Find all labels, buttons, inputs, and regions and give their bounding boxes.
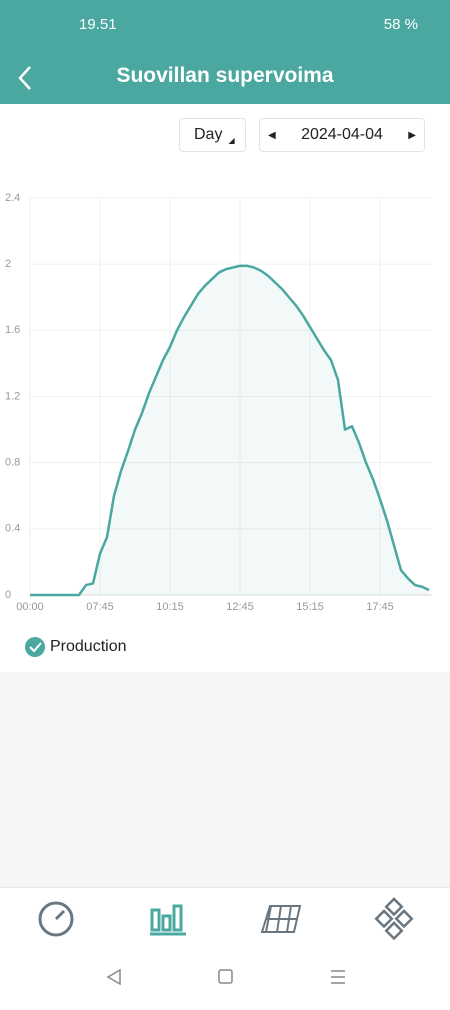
date-picker[interactable]: ◀ 2024-04-04 ▶ [259, 118, 425, 152]
x-tick-label: 10:15 [156, 601, 184, 613]
prev-date[interactable]: ◀ [268, 129, 276, 141]
y-tick-label: 1.6 [5, 324, 20, 336]
nav-stats[interactable] [150, 904, 186, 936]
area [30, 265, 429, 595]
y-tick-label: 0.4 [5, 523, 20, 535]
y-tick-label: 0.8 [5, 457, 20, 469]
x-tick-label: 00:00 [16, 601, 44, 613]
y-tick-label: 2.4 [5, 192, 20, 204]
bottom-nav [0, 887, 450, 1004]
nav-devices[interactable] [374, 897, 414, 941]
empty-area [0, 672, 450, 887]
y-tick-label: 0 [5, 589, 11, 601]
nav-panels[interactable] [260, 905, 302, 933]
y-tick-label: 1.2 [5, 390, 20, 402]
nav-dashboard[interactable] [38, 901, 74, 937]
x-tick-label: 07:45 [86, 601, 114, 613]
legend-marker [25, 637, 45, 657]
status-battery: 58 % [383, 16, 418, 33]
date-label: 2024-04-04 [301, 126, 383, 143]
chart: 0 0.4 0.8 1.2 1.6 2 2.4 00:00 07:45 10:15 12:45 15:… [5, 192, 432, 657]
legend-item[interactable]: Production [25, 637, 127, 657]
next-date[interactable]: ▶ [408, 129, 416, 141]
line [30, 264, 430, 597]
x-tick-label: 12:45 [226, 601, 254, 613]
legend-check [29, 642, 42, 653]
x-tick-label: 15:15 [296, 601, 324, 613]
legend-label: Production [50, 638, 127, 655]
nav-icons [38, 897, 414, 986]
page-title: Suovillan supervoima [116, 64, 334, 87]
period-select[interactable]: Day ◢ [179, 118, 246, 152]
period-label: Day [194, 126, 223, 143]
status-time: 19.51 [79, 16, 117, 33]
x-tick-label: 17:45 [366, 601, 394, 613]
back-button[interactable] [16, 64, 36, 92]
y-tick-label: 2 [5, 258, 11, 270]
header: 19.51 58 % Suovillan supervoima [0, 0, 450, 104]
